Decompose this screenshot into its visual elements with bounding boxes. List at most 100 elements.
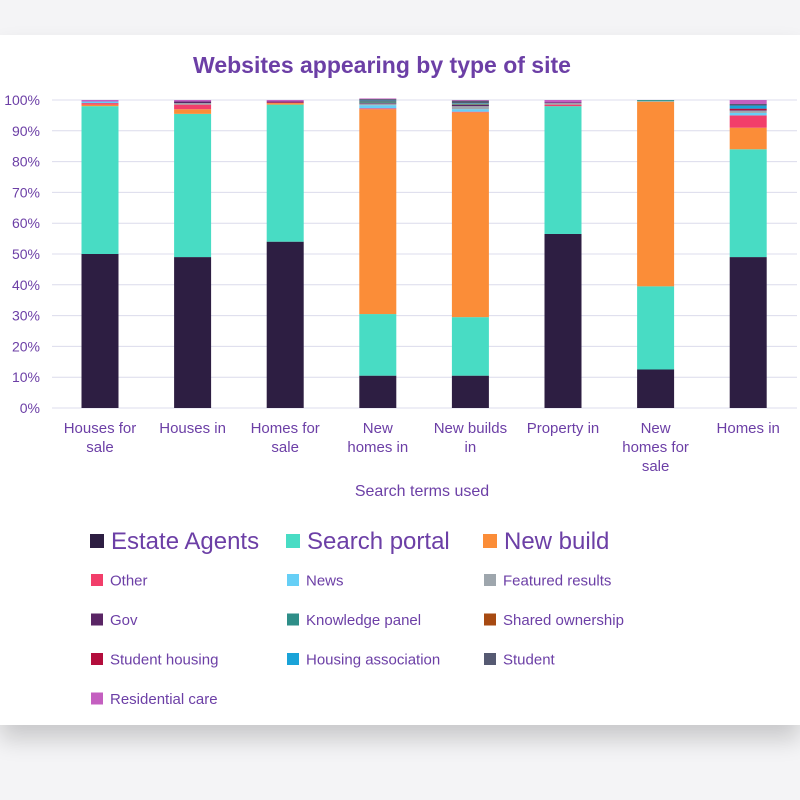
bar-segment bbox=[451, 112, 489, 318]
bar-segment bbox=[544, 102, 582, 104]
legend-swatch bbox=[287, 574, 299, 586]
bar-segment bbox=[544, 104, 582, 107]
bar-segment bbox=[637, 369, 675, 408]
bar-segment bbox=[729, 257, 767, 408]
x-tick-label: New builds in bbox=[434, 420, 507, 456]
bar-segment bbox=[174, 101, 212, 104]
legend-label: Estate Agents bbox=[111, 528, 259, 555]
legend-label: News bbox=[306, 573, 344, 590]
bar-segment bbox=[451, 103, 489, 104]
bar-segment bbox=[359, 103, 397, 104]
bar-segment bbox=[637, 100, 675, 102]
y-tick-label: 100% bbox=[4, 92, 40, 108]
bar-segment bbox=[81, 254, 119, 408]
bar-segment bbox=[359, 375, 397, 408]
x-axis-categories: Houses for sale Houses in Homes for sale New h… bbox=[64, 420, 780, 475]
legend-label: Student bbox=[503, 652, 556, 669]
y-tick-label: 30% bbox=[12, 308, 40, 324]
bar-segment bbox=[81, 106, 119, 254]
bar-segment bbox=[266, 100, 304, 102]
bar-segment bbox=[359, 99, 397, 101]
bar-segment bbox=[637, 101, 675, 287]
bar-segment bbox=[729, 108, 767, 111]
bar-segment bbox=[451, 100, 489, 104]
bar-segment bbox=[451, 111, 489, 113]
bar-segment bbox=[544, 106, 582, 234]
legend-label: Student housing bbox=[110, 652, 218, 669]
bar-segment bbox=[266, 102, 304, 104]
legend-label: Knowledge panel bbox=[306, 612, 421, 629]
bar-segment bbox=[81, 103, 119, 105]
bar-segment bbox=[266, 101, 304, 103]
bar-segment bbox=[729, 149, 767, 258]
y-tick-label: 60% bbox=[12, 215, 40, 231]
bar-segment bbox=[359, 100, 397, 102]
x-axis-label: Search terms used bbox=[355, 483, 489, 500]
bar-segment bbox=[359, 108, 397, 110]
bar-segment bbox=[729, 112, 767, 116]
y-axis-ticks: 0% 10% 20% 30% 40% 50% 60% 70% 80% 90% 100% bbox=[4, 92, 40, 416]
bar-segment bbox=[359, 109, 397, 315]
bar-segment bbox=[451, 109, 489, 112]
bar-segment bbox=[729, 100, 767, 105]
legend: Estate Agents Search portal New build Other… bbox=[90, 528, 624, 708]
x-tick-label: Homes in bbox=[717, 420, 780, 437]
legend-swatch bbox=[484, 653, 496, 665]
legend-swatch bbox=[484, 613, 496, 626]
x-tick-label: Houses for sale bbox=[64, 420, 137, 456]
bar-segment bbox=[359, 105, 397, 109]
legend-swatch bbox=[91, 613, 103, 626]
bar-segment bbox=[637, 100, 675, 101]
y-tick-label: 90% bbox=[12, 123, 40, 139]
bar-segment bbox=[729, 105, 767, 109]
chart-title: Websites appearing by type of site bbox=[193, 52, 571, 78]
legend-label: New build bbox=[504, 528, 609, 555]
stacked-bar-chart: Websites appearing by type of site 0% 10%… bbox=[4, 52, 797, 708]
gridlines bbox=[52, 99, 797, 409]
bar-segment bbox=[81, 101, 119, 104]
legend-swatch bbox=[287, 613, 299, 626]
bar-segment bbox=[81, 104, 119, 107]
bar-segment bbox=[174, 100, 212, 102]
bar-segment bbox=[451, 103, 489, 105]
bar-segment bbox=[544, 100, 582, 103]
legend-swatch bbox=[483, 534, 497, 548]
x-tick-label: Property in bbox=[527, 420, 600, 437]
y-tick-label: 40% bbox=[12, 277, 40, 293]
legend-swatch bbox=[287, 653, 299, 665]
legend-label: Other bbox=[110, 573, 148, 590]
bar-segment bbox=[637, 286, 675, 370]
legend-swatch bbox=[91, 653, 103, 665]
bar-segment bbox=[451, 100, 489, 101]
bar-segment bbox=[359, 101, 397, 103]
legend-label: Featured results bbox=[503, 573, 611, 590]
legend-label: Housing association bbox=[306, 652, 440, 669]
bar-segment bbox=[729, 127, 767, 150]
bar-segment bbox=[174, 109, 212, 114]
x-tick-label: New homes in bbox=[347, 420, 408, 456]
legend-label: Shared ownership bbox=[503, 612, 624, 629]
bar-segment bbox=[451, 317, 489, 376]
x-tick-label: Homes for sale bbox=[251, 420, 320, 456]
bar-segment bbox=[266, 241, 304, 408]
bar-segment bbox=[729, 110, 767, 111]
y-tick-label: 20% bbox=[12, 338, 40, 354]
legend-swatch bbox=[286, 534, 300, 548]
y-tick-label: 50% bbox=[12, 246, 40, 262]
bar-segment bbox=[174, 104, 212, 110]
bar-segment bbox=[359, 314, 397, 376]
bar-segment bbox=[451, 375, 489, 408]
bar-segment bbox=[174, 113, 212, 258]
legend-label: Search portal bbox=[307, 528, 450, 555]
legend-swatch bbox=[90, 534, 104, 548]
bar-segment bbox=[81, 100, 119, 102]
bar-segment bbox=[544, 233, 582, 408]
bar-segment bbox=[266, 103, 304, 105]
y-tick-label: 0% bbox=[20, 400, 40, 416]
bar-segment bbox=[451, 106, 489, 110]
bar-segment bbox=[451, 104, 489, 107]
y-tick-label: 80% bbox=[12, 154, 40, 170]
bar-segment bbox=[174, 257, 212, 408]
bar-segment bbox=[451, 104, 489, 105]
x-tick-label: Houses in bbox=[159, 420, 226, 437]
